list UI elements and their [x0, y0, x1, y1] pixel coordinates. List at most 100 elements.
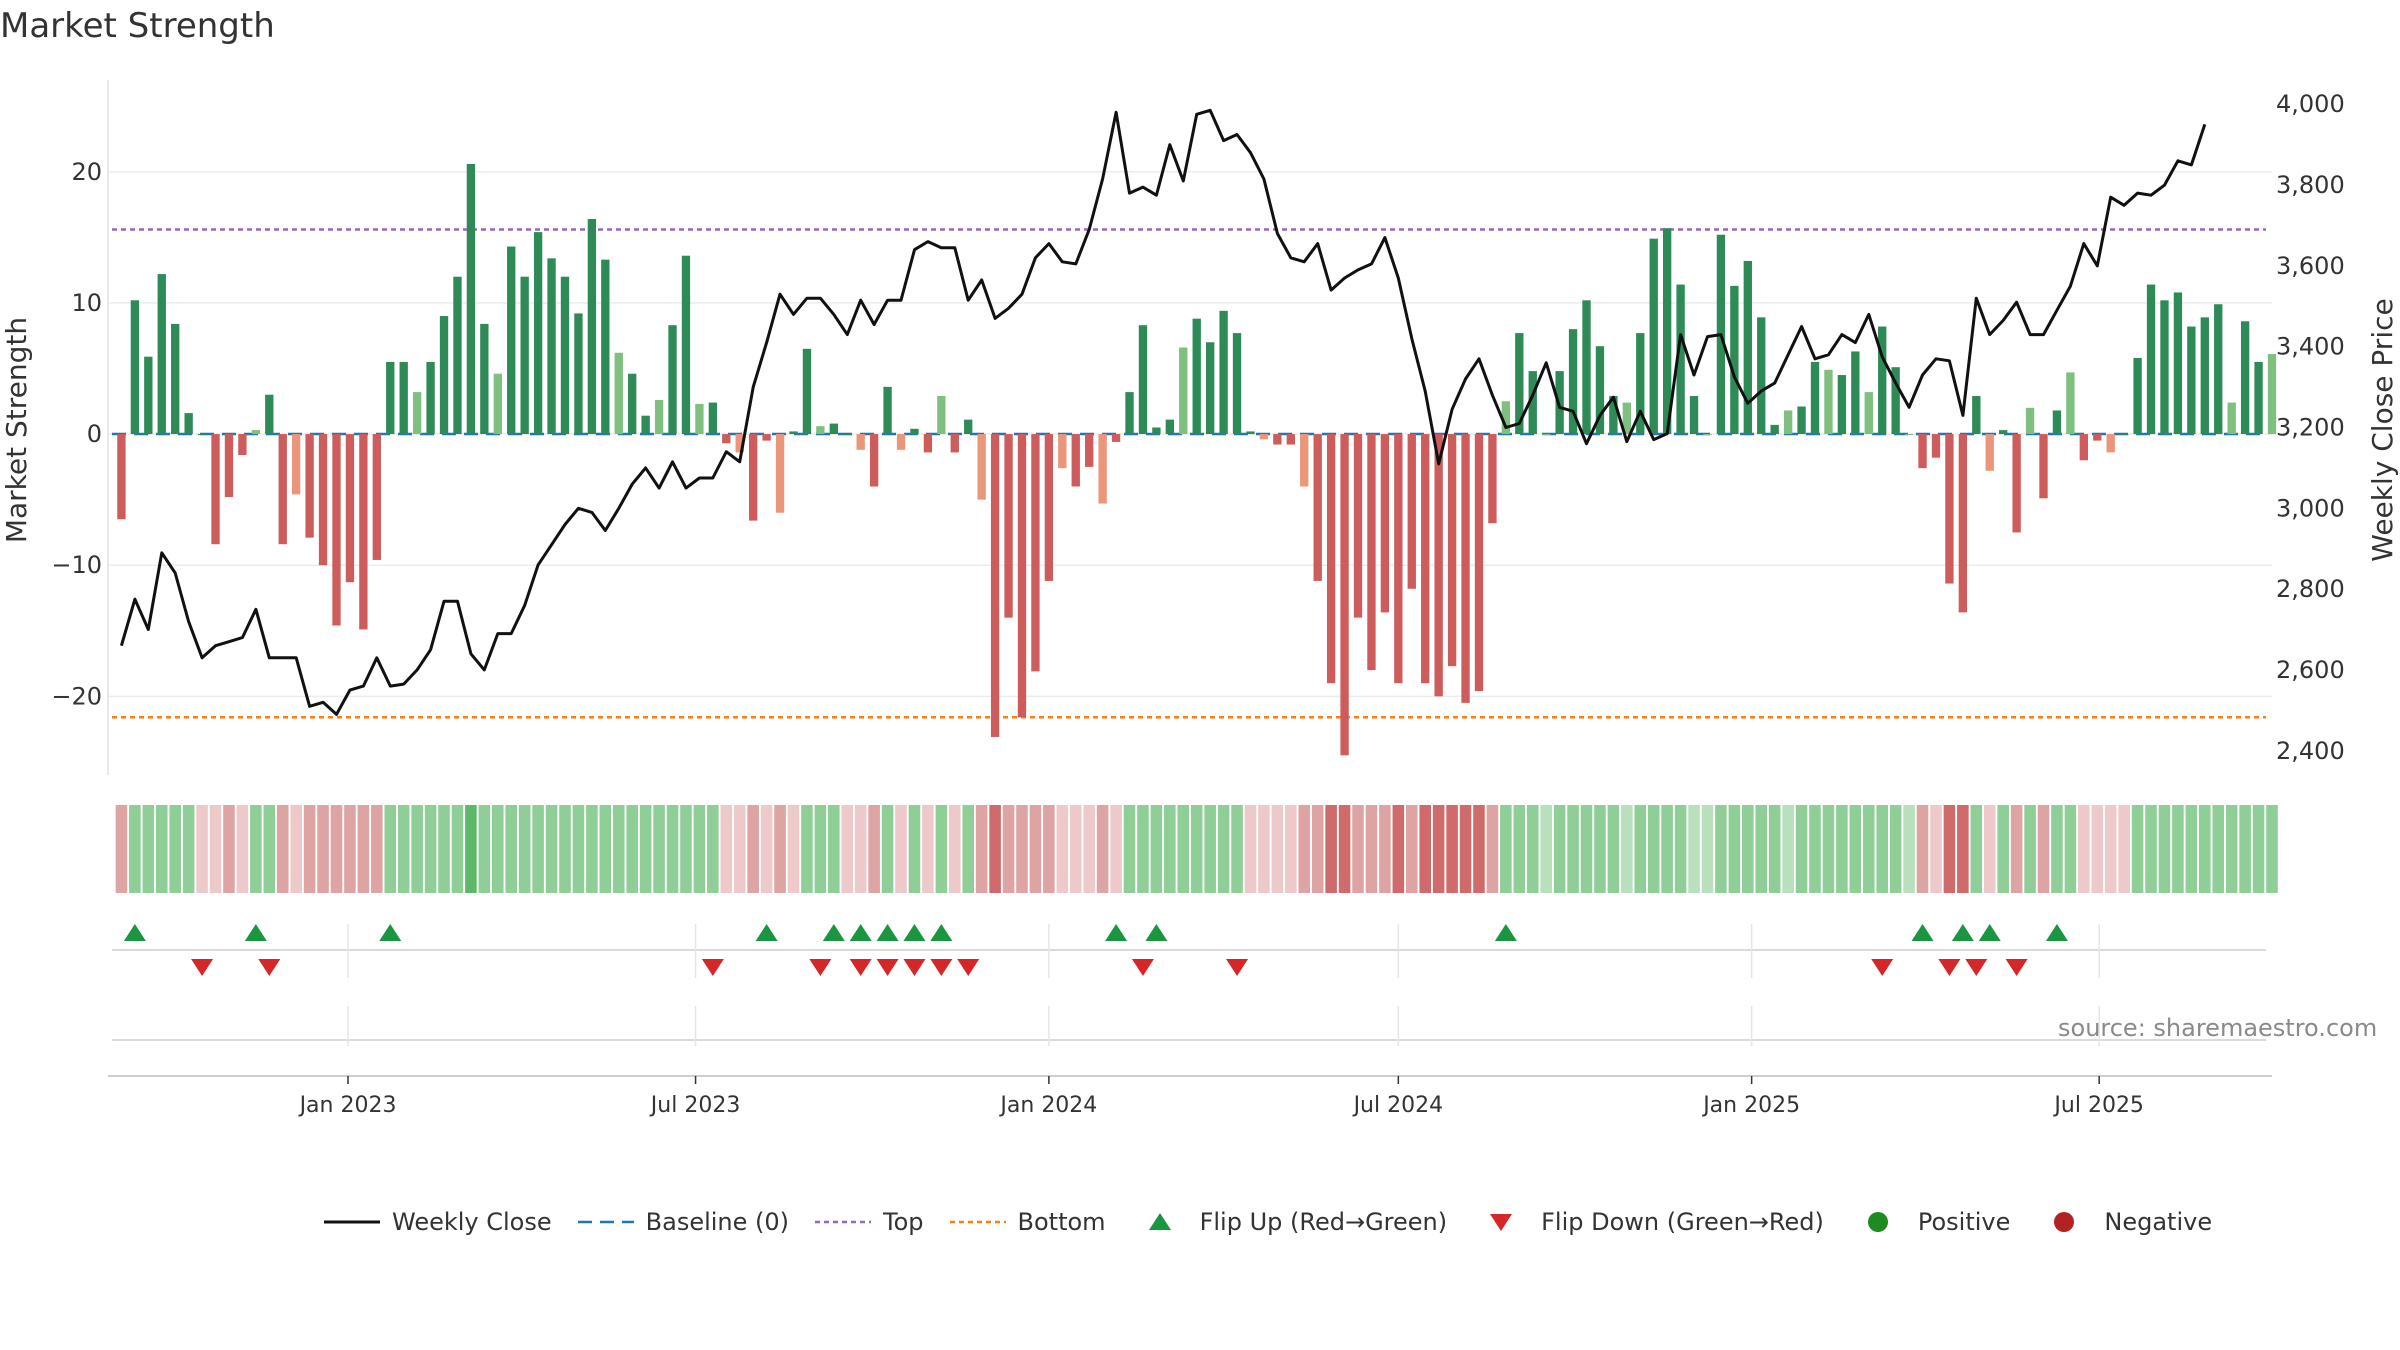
band-cell	[720, 805, 733, 893]
strength-bar	[372, 434, 381, 560]
band-cell	[1392, 805, 1405, 893]
y-tick-label: 20	[71, 158, 102, 186]
band-cell	[1285, 805, 1297, 893]
strength-bar	[318, 434, 328, 566]
strength-bar	[1044, 434, 1054, 581]
strength-bar	[950, 434, 959, 453]
strength-bar	[1797, 406, 1806, 435]
strength-bar	[1031, 434, 1040, 672]
band-cell	[1325, 805, 1337, 893]
band-cell	[1688, 805, 1700, 893]
flip-up-marker	[755, 924, 778, 941]
flip-up-marker	[1978, 924, 2001, 941]
strength-bar	[1259, 434, 1269, 440]
strength-bar	[1730, 285, 1739, 435]
strength-bar	[345, 434, 355, 583]
y2-tick-label: 2,800	[2276, 575, 2345, 603]
band-cell	[653, 805, 665, 893]
legend-symbol-flip_up	[1130, 1209, 1190, 1235]
strength-bar	[1125, 392, 1134, 435]
strength-bar	[1326, 434, 1336, 684]
flip-down-marker	[1131, 959, 1154, 976]
strength-bar	[1165, 419, 1175, 435]
strength-bar	[1904, 434, 1914, 436]
band-cell	[1715, 805, 1727, 893]
legend-symbol-top	[813, 1209, 873, 1235]
band-cell	[1661, 805, 1673, 893]
strength-bar	[1743, 260, 1752, 435]
band-cell	[2078, 805, 2090, 893]
flip-up-marker	[1951, 924, 1974, 941]
band-cell	[559, 805, 571, 893]
strength-bar	[332, 434, 341, 626]
band-cell	[774, 805, 786, 893]
strength-bar	[601, 259, 610, 435]
band-cell	[908, 805, 921, 893]
strength-bar	[2025, 407, 2035, 435]
band-cell	[922, 805, 934, 893]
strength-bar	[1595, 346, 1605, 435]
flip-markers	[112, 924, 2266, 976]
band-cell	[586, 805, 598, 893]
band-cell	[572, 805, 585, 893]
strength-bar	[843, 434, 852, 436]
strength-bar	[802, 348, 812, 435]
strength-bar	[1353, 434, 1363, 618]
flip-down-marker	[849, 959, 872, 976]
legend-item-close: Weekly Close	[322, 1208, 552, 1236]
flip-up-marker	[930, 924, 953, 941]
strength-bar	[2214, 304, 2223, 435]
band-cell	[2064, 805, 2077, 893]
strength-bar	[265, 394, 274, 435]
band-cell	[895, 805, 907, 893]
flip-up-marker	[822, 924, 845, 941]
band-cell	[357, 805, 370, 893]
band-cell	[505, 805, 518, 893]
y-tick-label: −20	[51, 682, 102, 710]
strength-bar	[1931, 434, 1941, 458]
strength-bar	[789, 431, 798, 435]
strength-bar	[1232, 333, 1242, 435]
regime-band	[115, 805, 2278, 893]
band-cell	[1069, 805, 1082, 893]
band-cell	[1432, 805, 1445, 893]
strength-bar	[2066, 372, 2075, 435]
strength-bar	[641, 415, 650, 435]
strength-bar	[1609, 396, 1618, 435]
band-cell	[612, 805, 625, 893]
band-cell	[330, 805, 343, 893]
legend-item-positive: Positive	[1848, 1208, 2010, 1236]
band-cell	[1190, 805, 1203, 893]
strength-bar	[480, 323, 489, 435]
strength-bar	[1434, 434, 1443, 697]
band-cell	[599, 805, 612, 893]
band-cell	[733, 805, 746, 893]
band-cell	[1352, 805, 1364, 893]
strength-bar	[507, 246, 516, 435]
strength-bar	[197, 434, 207, 436]
band-cell	[2212, 805, 2225, 893]
strength-bar	[1824, 369, 1833, 435]
strength-bar	[2093, 434, 2102, 441]
strength-bar	[1286, 434, 1295, 445]
band-cell	[1970, 805, 1983, 893]
strength-bar	[1972, 396, 1981, 435]
flip-up-marker	[903, 924, 926, 941]
strength-bar	[1945, 434, 1954, 584]
strength-bar	[2133, 358, 2142, 435]
band-cell	[2131, 805, 2144, 893]
band-cell	[1271, 805, 1284, 893]
band-cell	[626, 805, 638, 893]
strength-bar	[547, 258, 556, 435]
band-cell	[1056, 805, 1069, 893]
strength-bar	[292, 434, 301, 495]
band-cell	[182, 805, 195, 893]
legend-label: Bottom	[1017, 1208, 1106, 1236]
strength-bar	[399, 361, 408, 435]
band-cell	[1822, 805, 1835, 893]
band-cell	[2037, 805, 2050, 893]
strength-bar	[1783, 410, 1793, 435]
flip-up-marker	[1911, 924, 1934, 941]
legend-item-baseline: Baseline (0)	[576, 1208, 789, 1236]
strength-bar	[211, 434, 220, 545]
